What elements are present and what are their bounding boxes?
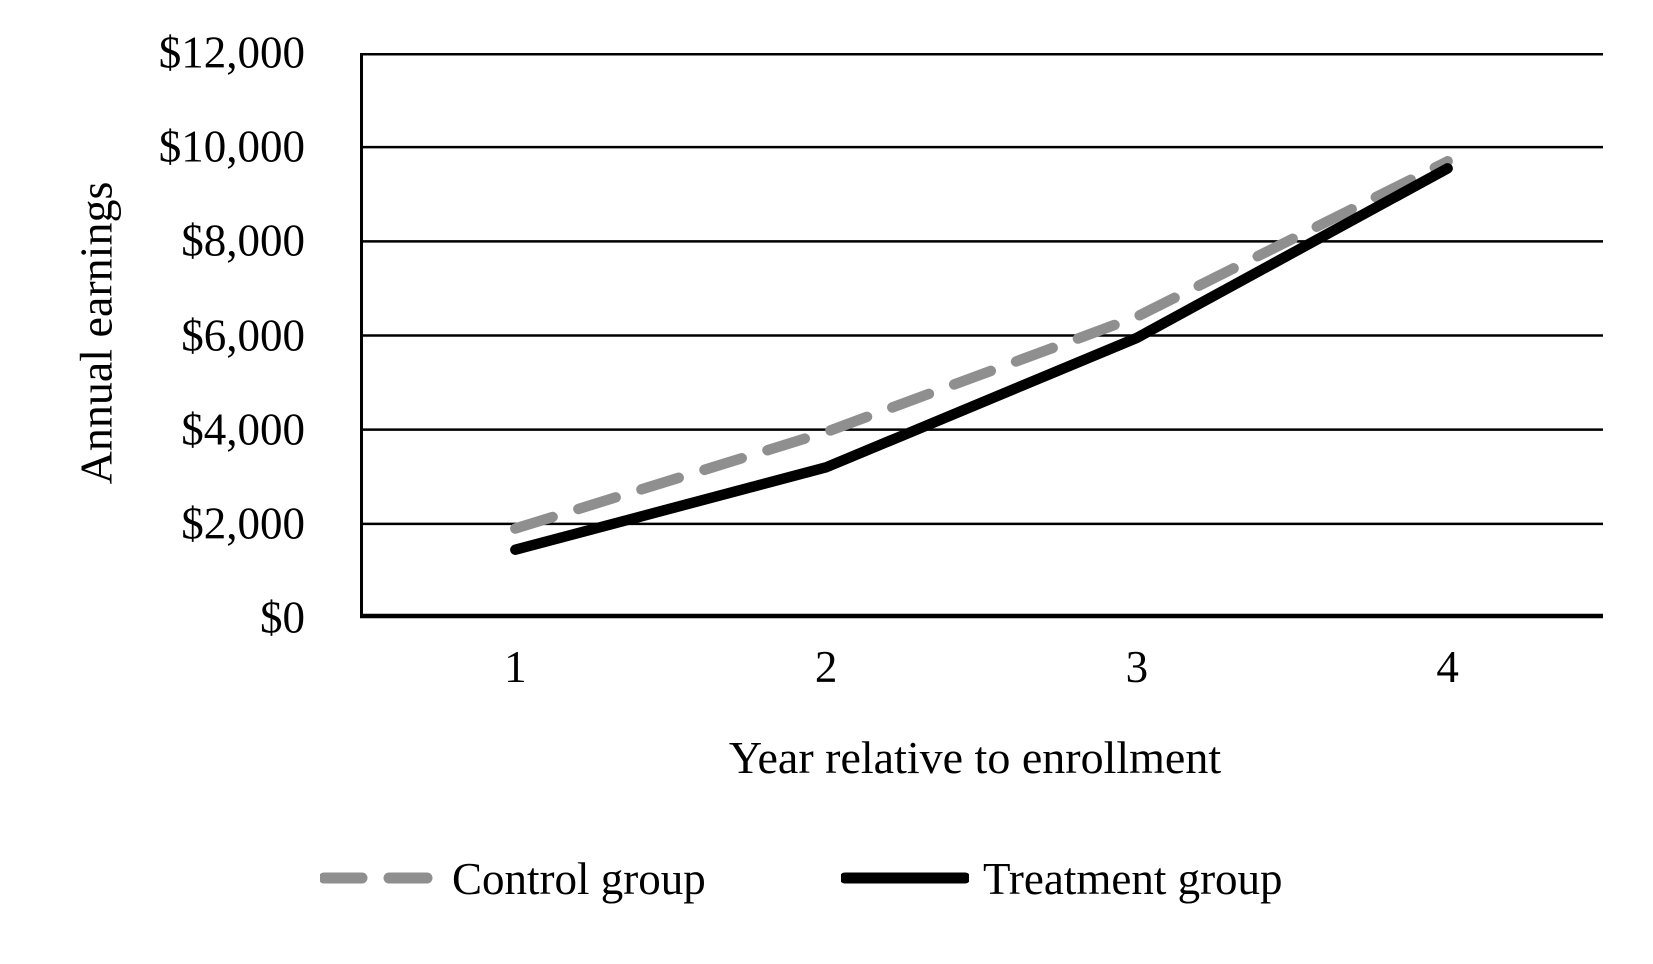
y-axis-tick-labels: $0 $2,000 $4,000 $6,000 $8,000 $10,000 $12,000 — [0, 0, 305, 700]
y-tick-label: $2,000 — [181, 498, 305, 549]
x-tick-label: 1 — [504, 642, 527, 692]
x-tick-label: 3 — [1125, 642, 1149, 692]
control-line-swatch-icon — [320, 872, 434, 884]
legend-label-treatment: Treatment group — [983, 854, 1283, 904]
x-tick-label: 2 — [814, 642, 838, 692]
control-group-line — [510, 156, 1453, 534]
x-tick-label: 4 — [1436, 642, 1459, 692]
y-tick-label: $4,000 — [181, 404, 305, 455]
treatment-line-swatch-icon — [841, 872, 969, 884]
plot-canvas — [360, 53, 1603, 619]
x-axis-title: Year relative to enrollment — [728, 732, 1222, 783]
y-tick-label: $12,000 — [158, 27, 305, 78]
y-tick-label: $0 — [260, 592, 305, 643]
treatment-group-line — [510, 163, 1453, 555]
y-tick-label: $6,000 — [181, 310, 305, 360]
legend-label-control: Control group — [452, 854, 706, 904]
plot-area — [360, 53, 1603, 619]
y-tick-label: $10,000 — [158, 121, 305, 172]
y-tick-label: $8,000 — [181, 215, 305, 266]
